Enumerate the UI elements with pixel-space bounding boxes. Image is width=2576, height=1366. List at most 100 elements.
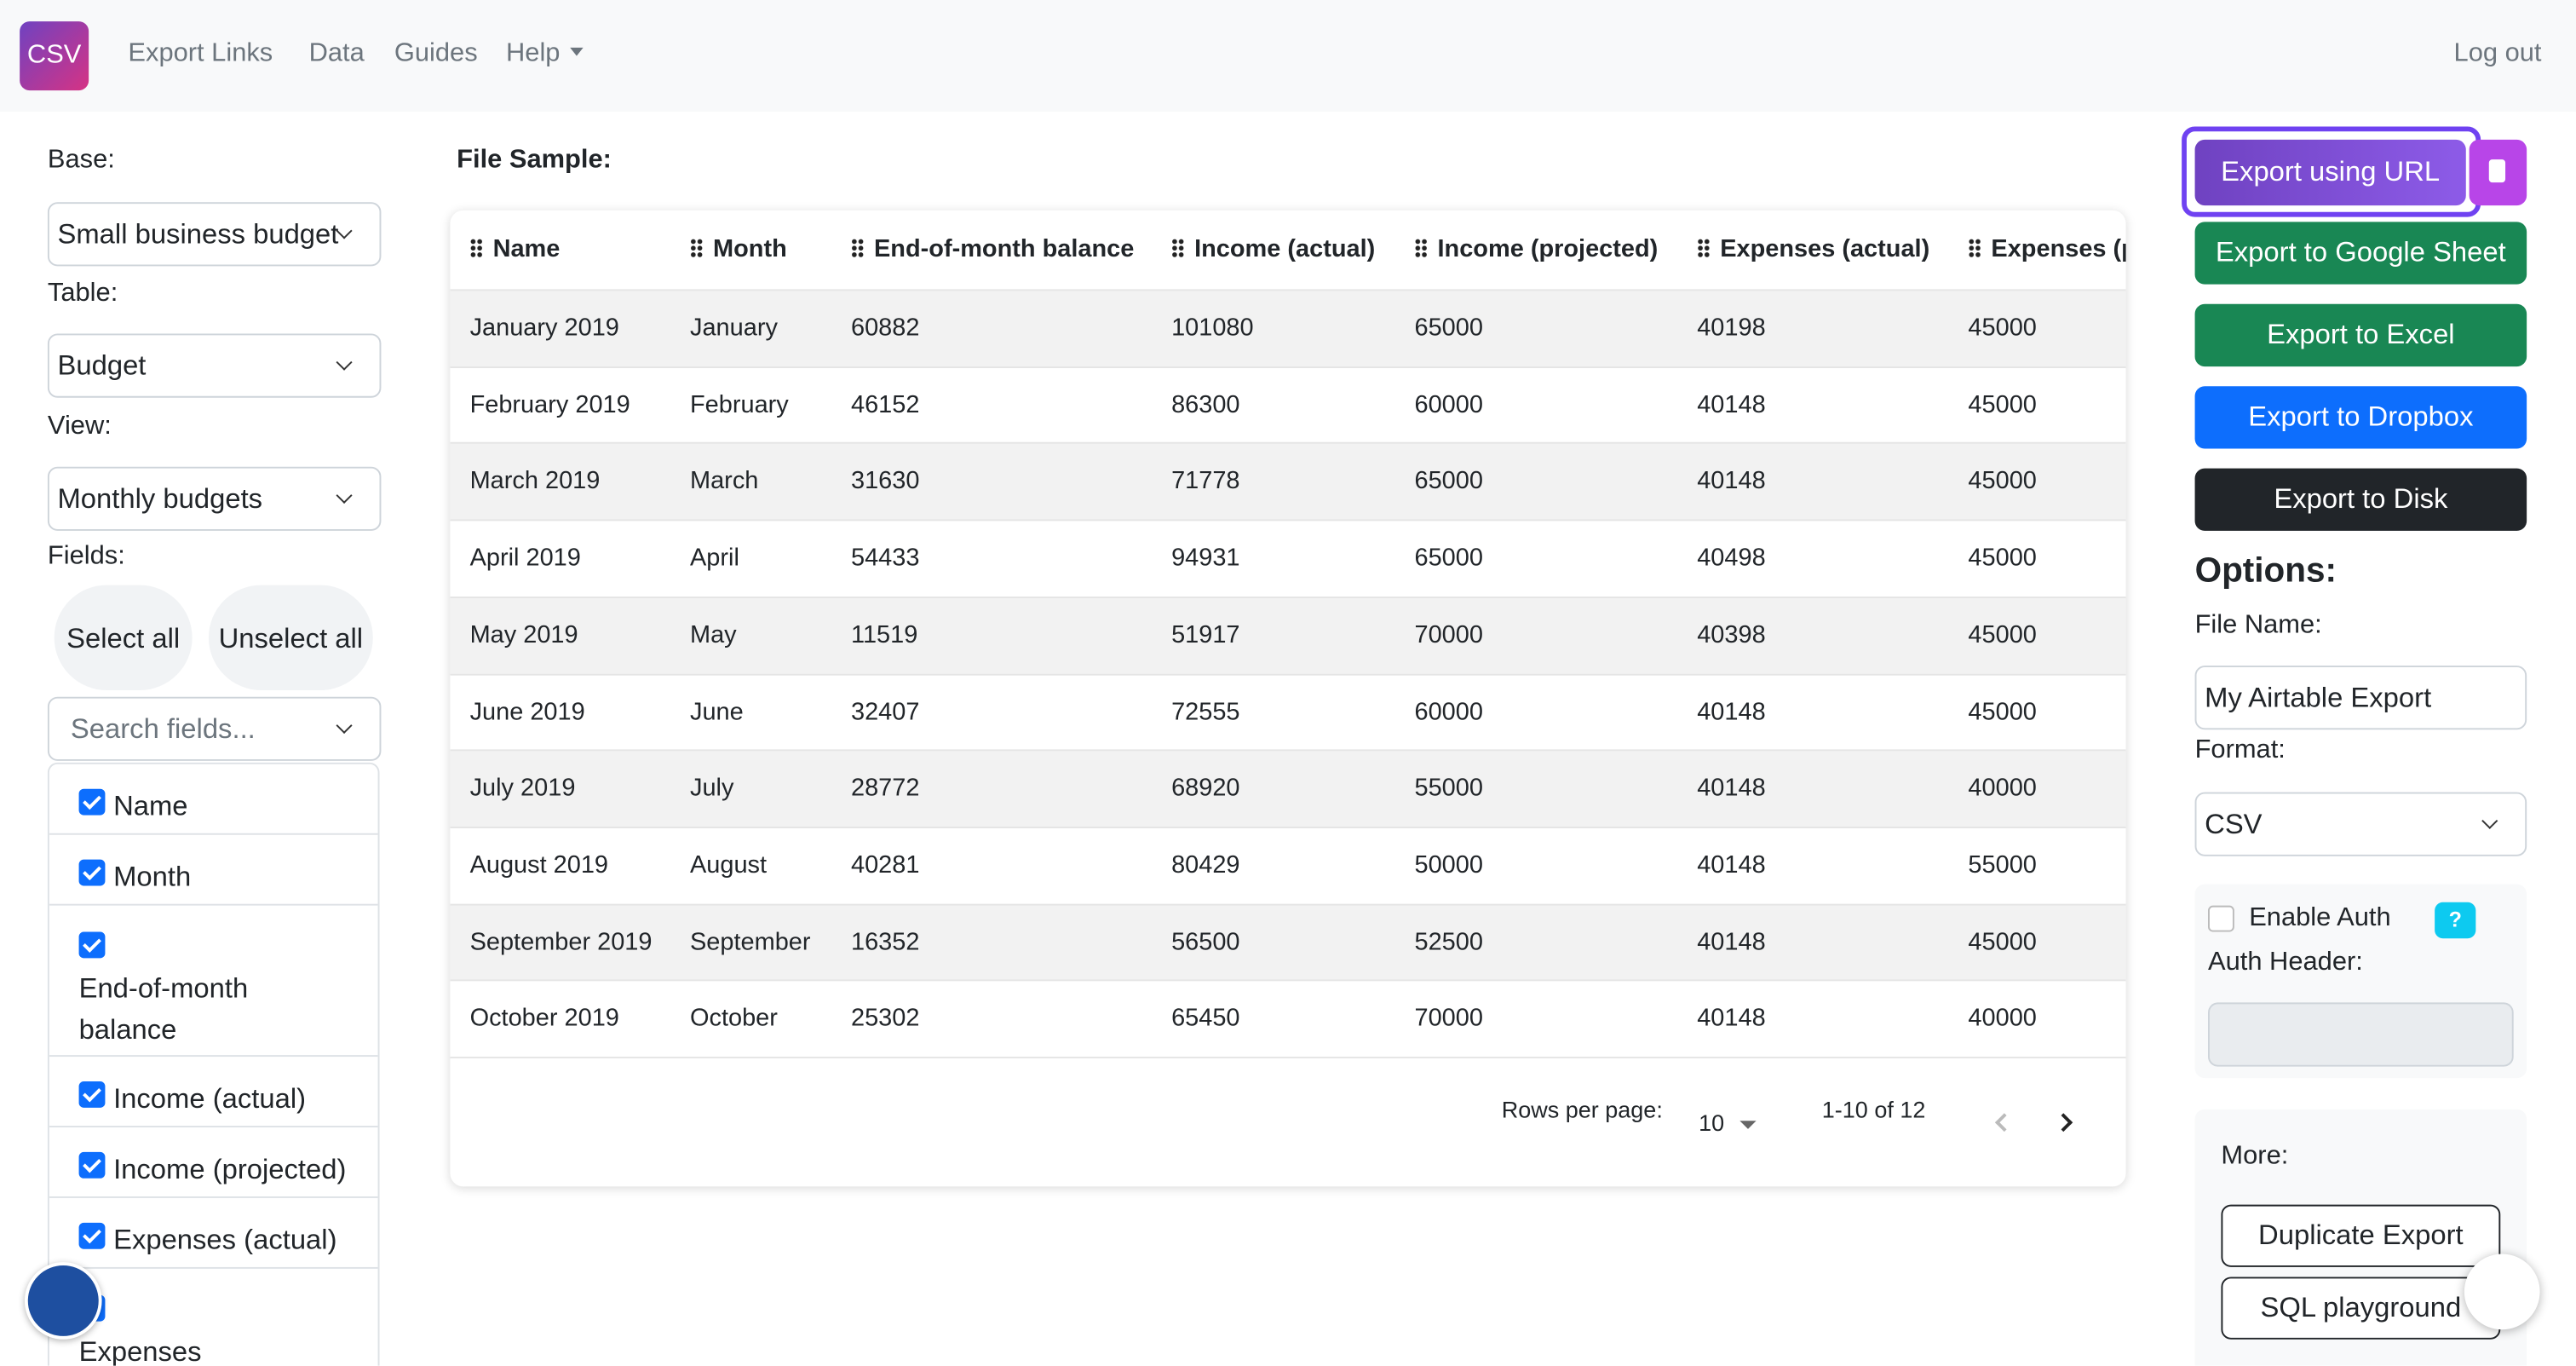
table-cell: 56500 <box>1171 927 1240 956</box>
table-cell: 86300 <box>1171 390 1240 419</box>
label: Enable Auth <box>2249 903 2391 932</box>
rows-per-page[interactable]: 10 <box>1699 1109 1725 1136</box>
table-cell: October 2019 <box>469 1004 619 1033</box>
select[interactable]: CSV <box>2194 792 2527 856</box>
checkbox[interactable] <box>78 931 106 959</box>
copy-button[interactable] <box>2469 139 2527 206</box>
more-button[interactable]: Duplicate Export <box>2221 1204 2501 1267</box>
header-text: Month <box>712 234 787 263</box>
table-cell: 16352 <box>850 927 920 956</box>
table-cell: 52500 <box>1414 927 1483 956</box>
table-cell: 25302 <box>850 1004 920 1033</box>
next-page[interactable] <box>2054 1113 2073 1133</box>
checkbox[interactable] <box>2207 905 2234 932</box>
table-cell: 28772 <box>850 774 920 803</box>
row-divider <box>450 1057 2126 1058</box>
field-item: Expenses (actual) <box>49 1198 378 1269</box>
table-cell: 80429 <box>1171 850 1240 879</box>
table-row: January 2019 January 60882 101080 65000 40198… <box>450 289 2126 367</box>
export-button[interactable]: Export to Google Sheet <box>2194 222 2527 285</box>
search-input[interactable]: Search fields... <box>47 696 382 761</box>
column-header: End-of-month balance <box>850 210 1134 290</box>
table-cell: 45000 <box>1968 467 2037 496</box>
table-row: March 2019 March 31630 71778 65000 40148 45000 <box>450 442 2126 521</box>
text-input[interactable]: My Airtable Export <box>2194 666 2527 730</box>
table-row: May 2019 May 11519 51917 70000 40398 45000 <box>450 596 2126 674</box>
table-card: Name Month End-of-month balance Income (act… <box>450 210 2126 1187</box>
button[interactable]: Unselect all <box>208 585 373 690</box>
select[interactable]: Monthly budgets <box>47 466 382 531</box>
nav-link[interactable]: Data <box>308 39 365 68</box>
table-cell: August 2019 <box>469 850 609 879</box>
grip <box>1697 238 1711 258</box>
help-badge[interactable]: ? <box>2435 902 2476 939</box>
nav-link[interactable]: Guides <box>394 39 478 68</box>
label: Auth Header: <box>2207 948 2363 977</box>
table-cell: July <box>689 774 734 803</box>
label: Table: <box>47 279 118 308</box>
checkbox[interactable] <box>78 1081 106 1108</box>
table-row: April 2019 April 54433 94931 65000 40498 45000 <box>450 519 2126 597</box>
accessibility-button[interactable] <box>24 1262 102 1340</box>
label: Rows per page: <box>1501 1096 1663 1123</box>
text-input[interactable] <box>2207 1002 2514 1067</box>
auth-panel: Enable Auth? Auth Header: <box>2194 884 2527 1079</box>
table-row: August 2019 August 40281 80429 50000 40148 550… <box>450 826 2126 904</box>
grip <box>1171 238 1185 258</box>
grip <box>850 238 865 258</box>
label: File Name: <box>2194 611 2322 640</box>
export-button[interactable]: Export to Disk <box>2194 468 2527 531</box>
table-cell: 31630 <box>850 467 920 496</box>
header-text: Income (actual) <box>1194 234 1376 263</box>
select[interactable]: Small business budget <box>47 202 382 267</box>
table-cell: 40281 <box>850 850 920 879</box>
table-cell: 60000 <box>1414 390 1483 419</box>
table-cell: 45000 <box>1968 697 2037 726</box>
checkbox[interactable] <box>78 788 106 816</box>
label: More: <box>2221 1142 2289 1171</box>
field-label: Income (projected) <box>113 1153 347 1185</box>
nav-link[interactable]: Export Links <box>128 39 273 68</box>
export-button[interactable]: Export to Dropbox <box>2194 386 2527 449</box>
header-text: Expenses (actual) <box>1720 234 1930 263</box>
grip <box>1968 238 1981 258</box>
chat-button[interactable] <box>2464 1254 2540 1330</box>
brand[interactable]: CSV <box>20 21 89 91</box>
export-button[interactable]: Export to Excel <box>2194 303 2527 367</box>
table-cell: June 2019 <box>469 697 585 726</box>
table-cell: February 2019 <box>469 390 630 419</box>
table-cell: September <box>689 927 811 956</box>
table-row: July 2019 July 28772 68920 55000 40148 40000 <box>450 749 2126 827</box>
field-item: Name <box>49 764 378 835</box>
nav-link[interactable]: Help <box>506 39 584 69</box>
column-header: Income (projected) <box>1414 210 1658 290</box>
button[interactable]: Select all <box>54 585 193 690</box>
table-cell: 70000 <box>1414 1004 1483 1033</box>
table-cell: 101080 <box>1171 314 1254 343</box>
label: Format: <box>2194 735 2286 764</box>
checkbox[interactable] <box>78 1151 106 1179</box>
prev-page[interactable] <box>1994 1113 2014 1133</box>
header-text: Income (projected) <box>1437 234 1659 263</box>
clipboard-icon <box>2488 159 2506 183</box>
checkbox[interactable] <box>78 1222 106 1249</box>
table-cell: February <box>689 390 789 419</box>
field-item: End-of-month balance <box>49 906 378 1058</box>
table-cell: May <box>689 620 737 649</box>
select[interactable]: Budget <box>47 333 382 398</box>
more-button[interactable]: SQL playground <box>2221 1277 2501 1340</box>
table-cell: 46152 <box>850 390 920 419</box>
export-button[interactable]: Export using URL <box>2194 139 2466 206</box>
table-cell: 40148 <box>1697 1004 1766 1033</box>
table-cell: 40148 <box>1697 467 1766 496</box>
logout[interactable]: Log out <box>2453 39 2542 68</box>
field-item: Income (projected) <box>49 1127 378 1198</box>
table-cell: 40148 <box>1697 697 1766 726</box>
header-text: Name <box>492 234 561 263</box>
table-cell: May 2019 <box>469 620 578 649</box>
table-cell: 70000 <box>1414 620 1483 649</box>
table-row: February 2019 February 46152 86300 60000 4014… <box>450 366 2126 444</box>
checkbox[interactable] <box>78 859 106 886</box>
field-label: Expenses (projected) <box>78 1335 202 1366</box>
table-cell: 68920 <box>1171 774 1240 803</box>
